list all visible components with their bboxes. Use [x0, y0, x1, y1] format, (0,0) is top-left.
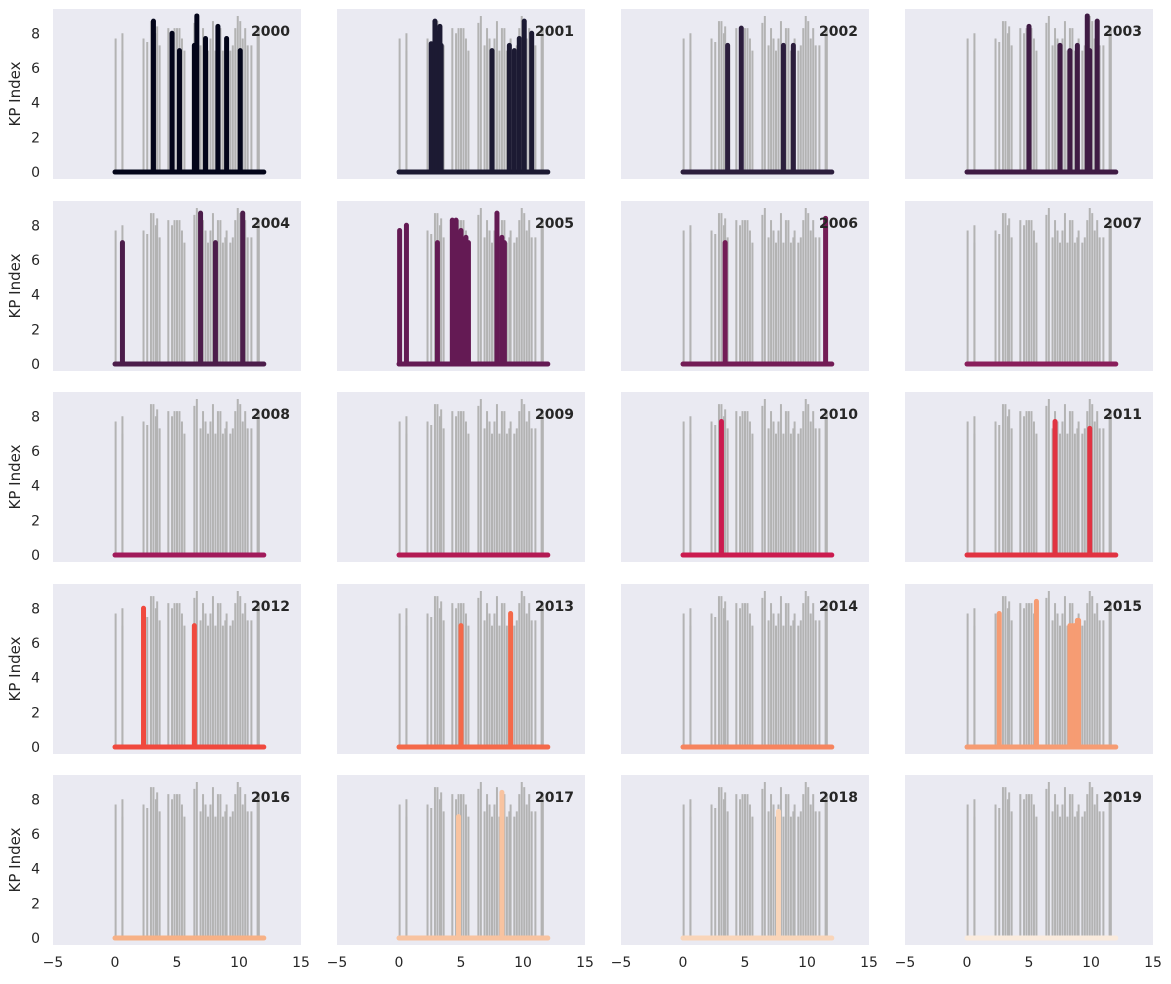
panel-year-label: 2004: [251, 216, 290, 232]
y-tick-label: 0: [31, 165, 40, 181]
x-tick-label: 5: [457, 955, 466, 971]
x-tick-label: 10: [230, 955, 248, 971]
y-tick-label: 4: [31, 96, 40, 112]
x-tick-label: 0: [395, 955, 404, 971]
panel-year-label: 2005: [535, 216, 574, 232]
x-tick-label: 10: [514, 955, 532, 971]
panel-year-label: 2015: [1103, 599, 1142, 615]
panel-year-label: 2003: [1103, 24, 1142, 40]
x-tick-label: 0: [963, 955, 972, 971]
y-tick-label: 6: [31, 636, 40, 652]
panel-2019: 2019 −5 0 5 10 15: [895, 775, 1162, 971]
panel-year-label: 2011: [1103, 407, 1142, 423]
y-axis-label: KP Index: [6, 61, 24, 126]
panel-year-label: 2007: [1103, 216, 1142, 232]
panel-2005: 2005: [337, 201, 585, 371]
y-tick-label: 6: [31, 253, 40, 269]
x-tick-label: 5: [741, 955, 750, 971]
y-axis-label: KP Index: [6, 636, 24, 701]
x-tick-label: −5: [611, 955, 632, 971]
panel-2014: 2014: [621, 584, 869, 754]
y-tick-label: 8: [31, 792, 40, 808]
panel-2009: 2009: [337, 392, 585, 562]
panel-2007: 2007: [905, 201, 1153, 371]
x-tick-label: 5: [1025, 955, 1034, 971]
panel-2010: 2010: [621, 392, 869, 562]
panel-year-label: 2019: [1103, 790, 1142, 806]
panel-year-label: 2010: [819, 407, 858, 423]
y-tick-label: 0: [31, 740, 40, 756]
panel-year-label: 2017: [535, 790, 574, 806]
y-tick-label: 0: [31, 548, 40, 564]
panel-2017: 2017 −5 0 5 10 15: [327, 775, 594, 971]
y-tick-label: 2: [31, 322, 40, 338]
panel-2012: 2012 0 2 4 6 8 KP Index: [6, 584, 301, 756]
y-axis-label: KP Index: [6, 253, 24, 318]
x-tick-label: −5: [43, 955, 64, 971]
x-tick-label: 0: [679, 955, 688, 971]
y-tick-label: 8: [31, 601, 40, 617]
panel-year-label: 2013: [535, 599, 574, 615]
panel-2001: 2001: [337, 9, 585, 179]
y-tick-label: 4: [31, 862, 40, 878]
panel-2003: 2003: [905, 9, 1153, 179]
panel-year-label: 2006: [819, 216, 858, 232]
panel-2015: 2015: [905, 584, 1153, 754]
x-tick-label: 10: [1082, 955, 1100, 971]
y-tick-label: 8: [31, 218, 40, 234]
panel-year-label: 2014: [819, 599, 858, 615]
panel-2006: 2006: [621, 201, 869, 371]
y-axis-label: KP Index: [6, 827, 24, 892]
panel-2004: 2004 0 2 4 6 8 KP Index: [6, 201, 301, 373]
panel-year-label: 2009: [535, 407, 574, 423]
panel-year-label: 2008: [251, 407, 290, 423]
x-tick-label: 5: [173, 955, 182, 971]
y-axis-label: KP Index: [6, 444, 24, 509]
panel-year-label: 2002: [819, 24, 858, 40]
y-tick-label: 2: [31, 513, 40, 529]
x-tick-label: 10: [798, 955, 816, 971]
y-tick-label: 4: [31, 671, 40, 687]
y-tick-label: 0: [31, 357, 40, 373]
panel-2002: 2002: [621, 9, 869, 179]
panel-year-label: 2001: [535, 24, 574, 40]
panel-2000: 2000 0 2 4 6 8 KP Index: [6, 9, 301, 181]
y-tick-label: 8: [31, 409, 40, 425]
y-tick-label: 6: [31, 827, 40, 843]
x-tick-label: 15: [1144, 955, 1162, 971]
panel-2011: 2011: [905, 392, 1153, 562]
x-tick-label: −5: [327, 955, 348, 971]
y-tick-label: 6: [31, 61, 40, 77]
panel-year-label: 2016: [251, 790, 290, 806]
panel-year-label: 2018: [819, 790, 858, 806]
y-tick-label: 8: [31, 26, 40, 42]
panel-2008: 2008 0 2 4 6 8 KP Index: [6, 392, 301, 564]
y-tick-label: 4: [31, 288, 40, 304]
x-tick-label: 15: [292, 955, 310, 971]
x-tick-label: −5: [895, 955, 916, 971]
y-tick-label: 2: [31, 705, 40, 721]
x-tick-label: 0: [111, 955, 120, 971]
panel-year-label: 2012: [251, 599, 290, 615]
panel-year-label: 2000: [251, 24, 290, 40]
y-tick-label: 0: [31, 931, 40, 947]
x-tick-label: 15: [860, 955, 878, 971]
panel-2013: 2013: [337, 584, 585, 754]
y-tick-label: 2: [31, 130, 40, 146]
y-tick-label: 6: [31, 444, 40, 460]
x-tick-label: 15: [576, 955, 594, 971]
panel-2018: 2018 −5 0 5 10 15: [611, 775, 878, 971]
y-tick-label: 4: [31, 479, 40, 495]
y-tick-label: 2: [31, 896, 40, 912]
